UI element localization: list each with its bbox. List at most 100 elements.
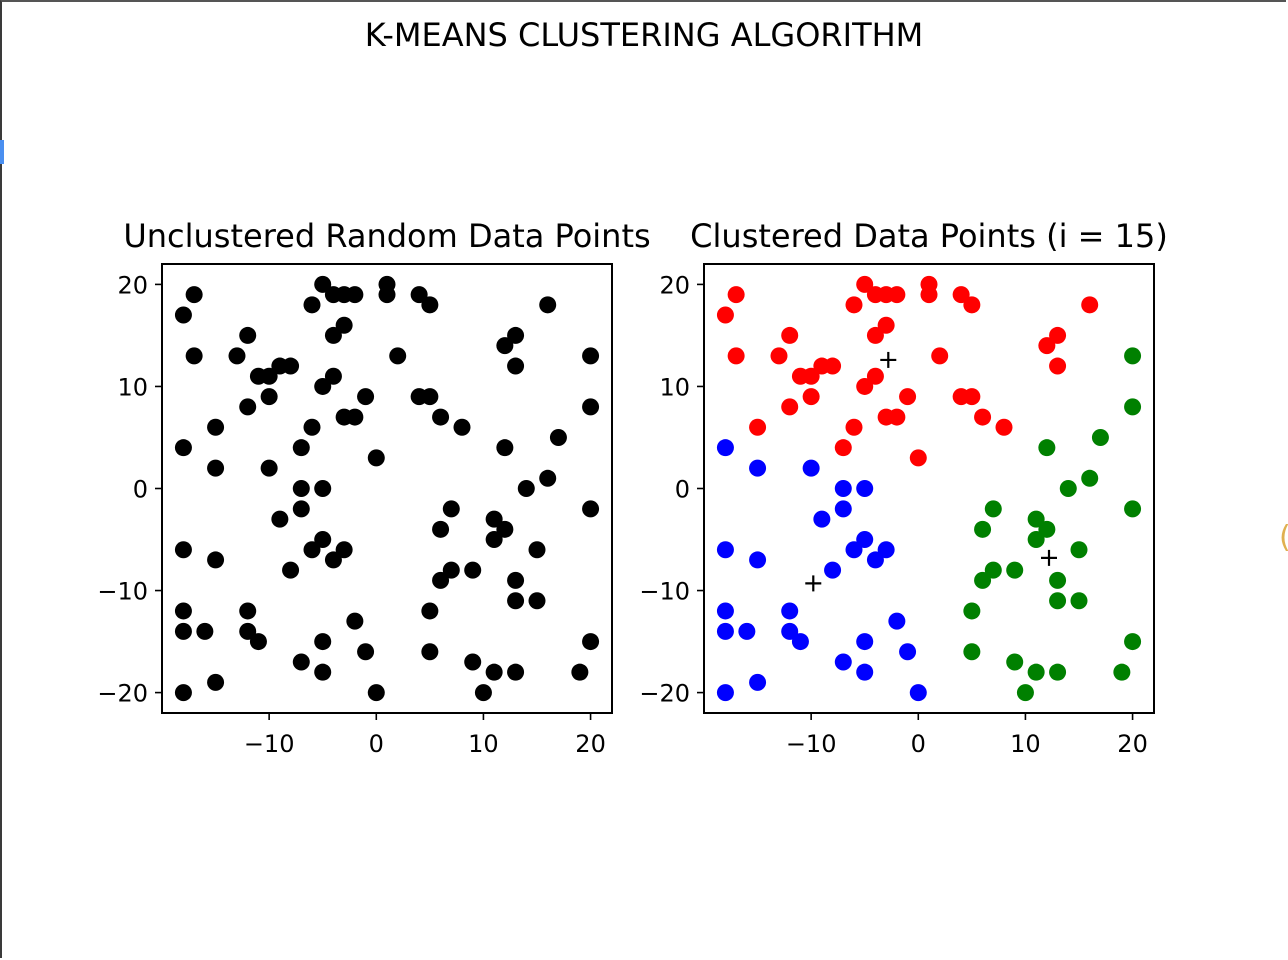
clustered-cluster-2-point <box>856 663 874 681</box>
unclustered-data-point <box>357 388 375 406</box>
unclustered-data-point <box>442 561 460 579</box>
unclustered-data-point <box>324 326 342 344</box>
unclustered-data-point <box>464 561 482 579</box>
clustered-cluster-3-point <box>963 643 981 661</box>
clustered-cluster-3-point <box>1049 571 1067 589</box>
unclustered-data-point <box>249 633 267 651</box>
clustered-cluster-1-point <box>974 408 992 426</box>
unclustered-plot: Unclustered Random Data Points −10 0 10 20 −2… <box>97 217 650 758</box>
clustered-cluster-3-point <box>1049 592 1067 610</box>
clustered-cluster-1-point <box>856 275 874 293</box>
clustered-cluster-1-point <box>845 418 863 436</box>
unclustered-data-point <box>314 480 332 497</box>
clustered-cluster-3-point <box>1091 428 1109 446</box>
unclustered-data-point <box>239 622 257 640</box>
unclustered-data-point <box>271 510 289 528</box>
centroid-marker <box>805 575 822 592</box>
clustered-cluster-3-point <box>1027 510 1045 528</box>
clustered-cluster-2-point <box>856 480 874 497</box>
unclustered-ytick-label: 20 <box>117 271 148 299</box>
unclustered-data-point <box>496 439 514 457</box>
unclustered-data-point <box>292 439 310 457</box>
clustered-cluster-1-point <box>888 286 906 304</box>
unclustered-data-point <box>528 541 546 559</box>
clustered-cluster-2-point <box>791 633 809 651</box>
clustered-cluster-1-point <box>866 326 884 344</box>
clustered-cluster-2-point <box>738 622 756 640</box>
unclustered-data-point <box>378 286 396 304</box>
unclustered-xtick-label: −10 <box>244 730 295 758</box>
unclustered-data-point <box>303 296 321 314</box>
unclustered-data-point <box>432 520 450 538</box>
clustered-cluster-3-point <box>1027 663 1045 681</box>
clustered-cluster-2-point <box>834 480 852 497</box>
unclustered-data-point <box>239 326 257 344</box>
unclustered-xtick-label: 20 <box>575 730 606 758</box>
unclustered-data-point <box>582 500 600 518</box>
clustered-cluster-2-point <box>813 510 831 528</box>
unclustered-data-point <box>539 469 557 487</box>
unclustered-data-point <box>260 388 278 406</box>
unclustered-data-point <box>496 520 514 538</box>
clustered-cluster-1-point <box>1038 337 1056 355</box>
unclustered-data-point <box>507 592 525 610</box>
clustered-cluster-1-point <box>802 388 820 406</box>
clustered-cluster-1-point <box>716 306 734 324</box>
clustered-cluster-2-point <box>877 541 895 559</box>
clustered-xtick-label: 10 <box>1010 730 1041 758</box>
unclustered-data-point <box>421 296 439 314</box>
unclustered-data-point <box>292 653 310 671</box>
clustered-ytick-label: 10 <box>659 373 690 401</box>
unclustered-data-point <box>185 347 203 365</box>
clustered-cluster-3-point <box>1059 480 1077 497</box>
clustered-cluster-2-point <box>716 439 734 457</box>
unclustered-data-point <box>174 622 192 640</box>
unclustered-data-point <box>314 531 332 549</box>
clustered-cluster-3-point <box>963 602 981 620</box>
clustered-cluster-1-point <box>727 286 745 304</box>
unclustered-data-point <box>485 663 503 681</box>
unclustered-data-point <box>239 602 257 620</box>
unclustered-data-point <box>346 286 364 304</box>
figure-suptitle: K-MEANS CLUSTERING ALGORITHM <box>364 16 924 54</box>
clustered-cluster-2-point <box>749 551 767 569</box>
unclustered-data-point <box>421 602 439 620</box>
clustered-cluster-1-point <box>856 377 874 395</box>
clustered-cluster-1-point <box>931 347 949 365</box>
unclustered-data-point <box>335 541 353 559</box>
unclustered-data-point <box>442 500 460 518</box>
unclustered-ytick-label: −20 <box>97 680 148 708</box>
clustered-cluster-1-point <box>802 367 820 385</box>
clustered-cluster-1-point <box>781 398 799 416</box>
clustered-cluster-2-point <box>749 459 767 477</box>
clustered-xtick-label: 0 <box>911 730 926 758</box>
clustered-cluster-1-point <box>995 418 1013 436</box>
unclustered-data-point <box>507 326 525 344</box>
clustered-cluster-1-point <box>888 408 906 426</box>
clustered-cluster-1-point <box>770 347 788 365</box>
unclustered-data-point <box>496 337 514 355</box>
unclustered-data-point <box>260 367 278 385</box>
unclustered-plot-title: Unclustered Random Data Points <box>123 217 650 255</box>
unclustered-data-point <box>174 684 192 702</box>
clustered-cluster-2-point <box>716 541 734 559</box>
clustered-cluster-3-point <box>984 500 1002 518</box>
clustered-cluster-1-point <box>824 357 842 375</box>
clustered-cluster-3-point <box>1070 592 1088 610</box>
clustered-cluster-2-point <box>716 684 734 702</box>
unclustered-data-point <box>207 418 225 436</box>
clustered-cluster-3-point <box>1016 684 1034 702</box>
clustered-cluster-1-point <box>952 286 970 304</box>
clustered-cluster-3-point <box>1038 520 1056 538</box>
clustered-cluster-1-point <box>834 439 852 457</box>
unclustered-data-point <box>453 418 471 436</box>
unclustered-xtick-label: 0 <box>369 730 384 758</box>
unclustered-data-point <box>292 480 310 497</box>
clustered-cluster-2-point <box>834 500 852 518</box>
unclustered-data-point <box>303 541 321 559</box>
clustered-cluster-1-point <box>866 367 884 385</box>
centroid-marker <box>880 351 897 368</box>
unclustered-data-point <box>207 673 225 691</box>
unclustered-data-point <box>207 551 225 569</box>
